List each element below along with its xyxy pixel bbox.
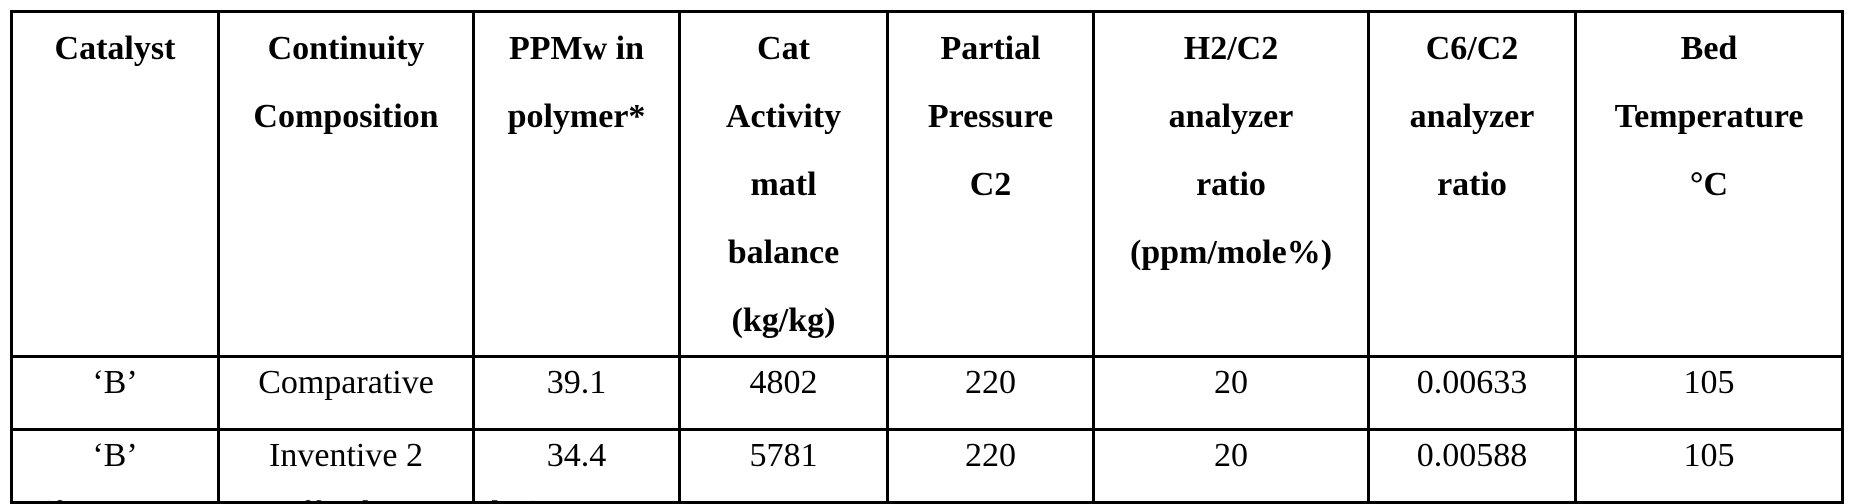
header-ppmw-in-polymer: PPMw in polymer* (474, 12, 680, 357)
header-continuity-composition: Continuity Composition (219, 12, 474, 357)
header-line: Bed (1577, 15, 1841, 83)
cell-c6-c2-ratio: 0.00588 (1369, 430, 1576, 503)
header-line: matl (681, 151, 886, 219)
header-partial-pressure-c2: Partial Pressure C2 (888, 12, 1094, 357)
header-line: Cat (681, 15, 886, 83)
header-row: Catalyst Continuity Composition PPMw in … (12, 12, 1843, 357)
header-line: (ppm/mole%) (1095, 219, 1367, 287)
cell-catalyst: ‘B’ (12, 430, 219, 503)
cell-h2-c2-ratio: 20 (1094, 357, 1369, 430)
header-line: PPMw in (475, 15, 678, 83)
header-line: analyzer (1095, 83, 1367, 151)
cell-c6-c2-ratio: 0.00633 (1369, 357, 1576, 430)
cell-bed-temperature: 105 (1576, 357, 1843, 430)
header-line: analyzer (1370, 83, 1574, 151)
cell-ppmw: 39.1 (474, 357, 680, 430)
cell-partial-pressure: 220 (888, 430, 1094, 503)
header-line: Activity (681, 83, 886, 151)
catalyst-comparison-table: Catalyst Continuity Composition PPMw in … (10, 10, 1844, 504)
header-line: H2/C2 (1095, 15, 1367, 83)
header-line: °C (1577, 151, 1841, 219)
table-row: ‘B’ Inventive 2 34.4 5781 220 20 0.00588… (12, 430, 1843, 503)
header-line: polymer* (475, 83, 678, 151)
header-line: Pressure (889, 83, 1092, 151)
header-line: ratio (1095, 151, 1367, 219)
header-line: C6/C2 (1370, 15, 1574, 83)
header-catalyst: Catalyst (12, 12, 219, 357)
header-line: Partial (889, 15, 1092, 83)
header-c6-c2-ratio: C6/C2 analyzer ratio (1369, 12, 1576, 357)
header-h2-c2-ratio: H2/C2 analyzer ratio (ppm/mole%) (1094, 12, 1369, 357)
header-bed-temperature: Bed Temperature °C (1576, 12, 1843, 357)
cell-cat-activity: 4802 (680, 357, 888, 430)
cell-bed-temperature: 105 (1576, 430, 1843, 503)
cell-continuity-composition: Comparative (219, 357, 474, 430)
cell-continuity-composition: Inventive 2 (219, 430, 474, 503)
header-line: Composition (220, 83, 472, 151)
cell-partial-pressure: 220 (888, 357, 1094, 430)
header-line: balance (681, 219, 886, 287)
cell-h2-c2-ratio: 20 (1094, 430, 1369, 503)
header-cat-activity: Cat Activity matl balance (kg/kg) (680, 12, 888, 357)
header-line: Temperature (1577, 83, 1841, 151)
header-line: Continuity (220, 15, 472, 83)
header-line: (kg/kg) (681, 287, 886, 355)
cell-catalyst: ‘B’ (12, 357, 219, 430)
header-line: ratio (1370, 151, 1574, 219)
cell-ppmw: 34.4 (474, 430, 680, 503)
header-line: Catalyst (13, 15, 217, 83)
cell-cat-activity: 5781 (680, 430, 888, 503)
table-row: ‘B’ Comparative 39.1 4802 220 20 0.00633… (12, 357, 1843, 430)
table-footnote: * (footnote text cut off at bottom edge) (14, 494, 543, 503)
header-line: C2 (889, 151, 1092, 219)
